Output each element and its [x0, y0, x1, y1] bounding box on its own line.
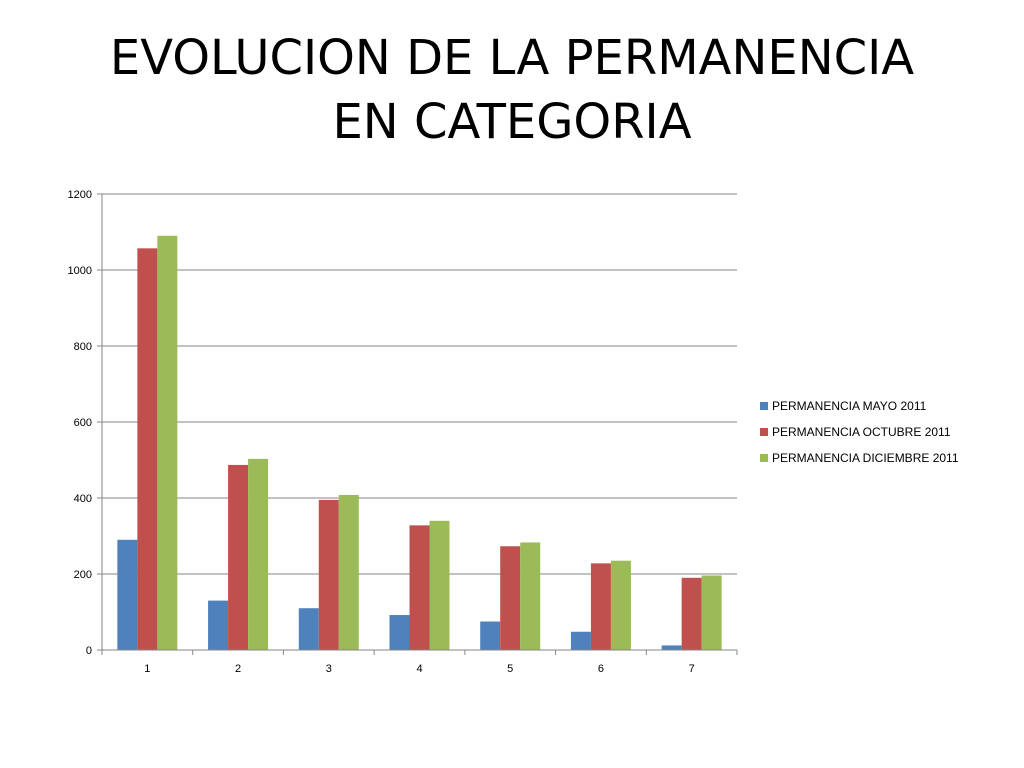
bars	[117, 235, 722, 651]
x-tick-label: 6	[598, 663, 604, 675]
bar	[137, 248, 158, 650]
bar	[570, 631, 591, 650]
bar	[389, 615, 410, 650]
axes: 0 200 400 600 800 1000 1200 1 2 3 4 5 6 7	[68, 189, 738, 675]
slide-title-line-1: EVOLUCION DE LA PERMANENCIA	[109, 30, 915, 86]
x-tick-label: 5	[507, 663, 513, 675]
legend: PERMANENCIA MAYO 2011 PERMANENCIA OCTUBRE…	[760, 399, 959, 465]
bar	[248, 458, 269, 650]
bar	[409, 525, 430, 650]
x-tick-label: 4	[416, 663, 422, 675]
bar	[500, 546, 521, 650]
x-tick-label: 7	[689, 663, 695, 675]
bar	[520, 542, 541, 650]
legend-label: PERMANENCIA OCTUBRE 2011	[772, 425, 951, 439]
y-tick-label: 200	[74, 569, 92, 581]
bar	[480, 621, 501, 650]
slide-title: EVOLUCION DE LA PERMANENCIA EN CATEGORIA	[0, 26, 1024, 154]
bar	[429, 520, 450, 650]
y-tick-label: 1200	[68, 189, 92, 201]
gridlines	[102, 193, 737, 575]
bar	[208, 600, 229, 650]
y-tick-label: 400	[74, 493, 92, 505]
bar	[661, 645, 682, 650]
bar	[338, 494, 359, 650]
x-tick-label: 3	[326, 663, 332, 675]
legend-label: PERMANENCIA DICIEMBRE 2011	[772, 451, 959, 465]
bar	[610, 560, 631, 650]
bar	[117, 539, 138, 650]
y-tick-label: 800	[74, 341, 92, 353]
legend-swatch	[760, 454, 768, 462]
legend-swatch	[760, 402, 768, 410]
x-tick-label: 1	[144, 663, 150, 675]
bar	[157, 235, 178, 651]
slide-title-line-2: EN CATEGORIA	[332, 94, 692, 150]
bar	[590, 563, 611, 650]
y-tick-label: 1000	[68, 265, 92, 277]
bar	[681, 577, 702, 650]
legend-label: PERMANENCIA MAYO 2011	[772, 399, 927, 413]
y-tick-label: 0	[86, 645, 92, 657]
bar	[701, 575, 722, 650]
bar	[298, 608, 319, 650]
x-tick-label: 2	[235, 663, 241, 675]
legend-swatch	[760, 428, 768, 436]
bar	[228, 464, 249, 650]
bar	[318, 499, 339, 650]
y-tick-label: 600	[74, 417, 92, 429]
